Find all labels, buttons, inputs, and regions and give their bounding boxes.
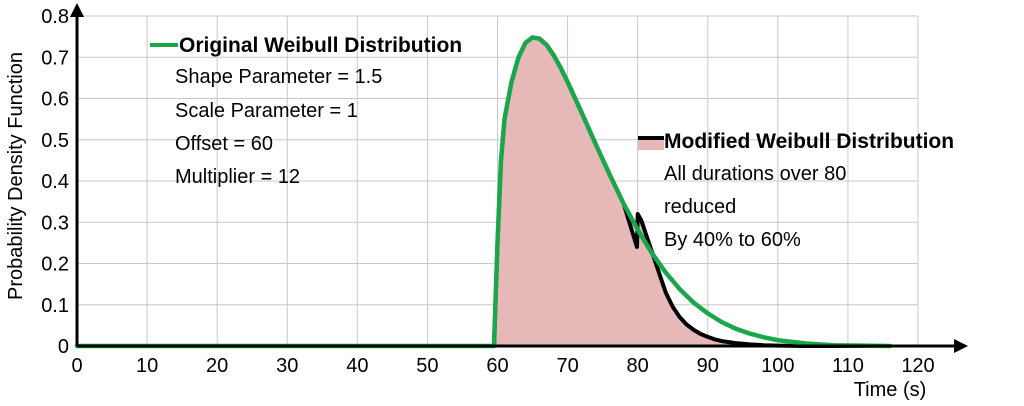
x-tick-label-11: 110 [832, 355, 864, 377]
y-tick-label-5: 0.5 [41, 130, 69, 152]
note-scale-parameter: Scale Parameter = 1 [175, 100, 358, 122]
legend-modified-title: Modified Weibull Distribution [664, 130, 954, 153]
note-shape-parameter: Shape Parameter = 1.5 [175, 66, 382, 88]
x-tick-label-7: 70 [556, 355, 578, 377]
x-tick-label-3: 30 [276, 355, 298, 377]
legend-modified: Modified Weibull Distribution All durati… [638, 130, 954, 251]
x-tick-label-4: 40 [346, 355, 368, 377]
original-weibull-line [74, 35, 893, 349]
y-tick-label-8: 0.8 [41, 6, 69, 28]
x-axis-arrow [954, 339, 968, 353]
y-tick-label-1: 0.1 [41, 295, 69, 317]
y-tick-label-6: 0.6 [41, 89, 69, 111]
x-tick-label-1: 10 [136, 355, 158, 377]
x-tick-label-10: 100 [761, 355, 794, 377]
note-reduced: reduced [664, 196, 736, 218]
x-tick-label-12: 120 [901, 355, 934, 377]
x-tick-label-0: 0 [71, 355, 82, 377]
note-reduction-range: By 40% to 60% [664, 229, 801, 251]
legend-modified-swatch [638, 138, 664, 150]
x-tick-label-8: 80 [627, 355, 649, 377]
x-tick-label-5: 50 [416, 355, 438, 377]
note-multiplier: Multiplier = 12 [175, 166, 300, 188]
note-offset: Offset = 60 [175, 133, 273, 155]
y-tick-label-2: 0.2 [41, 254, 69, 276]
tick-labels: 0 10 20 30 40 50 60 70 80 90 100 110 120 0 0.1 0.2 0.3 0.… [41, 6, 935, 377]
legend-original: Original Weibull Distribution Shape Para… [150, 34, 462, 188]
y-tick-label-0: 0 [58, 336, 69, 358]
y-tick-label-3: 0.3 [41, 212, 69, 234]
y-axis-label: Probability Density Function [5, 52, 27, 300]
x-tick-label-6: 60 [486, 355, 508, 377]
x-tick-label-2: 20 [206, 355, 228, 377]
x-tick-label-9: 90 [697, 355, 719, 377]
note-durations-over-80: All durations over 80 [664, 163, 846, 185]
x-axis-label: Time (s) [854, 379, 927, 401]
y-tick-label-7: 0.7 [41, 47, 69, 69]
series-layer [74, 35, 893, 349]
y-tick-label-4: 0.4 [41, 171, 69, 193]
axes [70, 3, 968, 353]
legend-original-title: Original Weibull Distribution [179, 34, 462, 57]
y-axis-arrow [70, 3, 84, 17]
